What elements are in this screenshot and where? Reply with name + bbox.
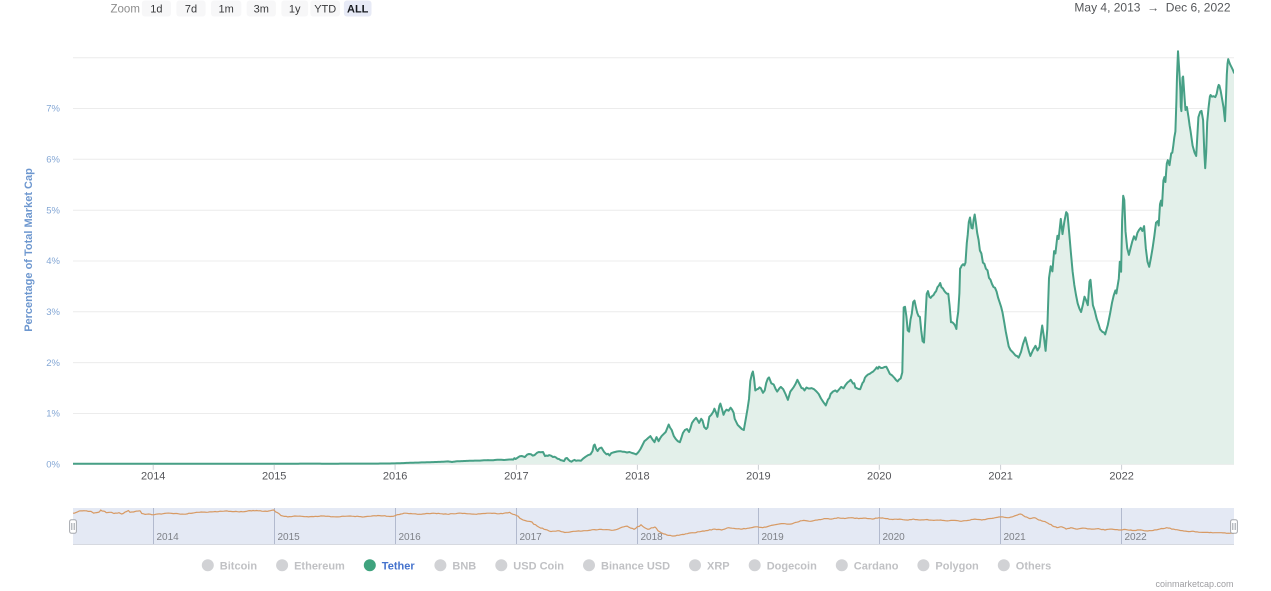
svg-text:USD Coin: USD Coin	[513, 560, 564, 572]
svg-text:2017: 2017	[520, 532, 543, 543]
svg-text:coinmarketcap.com: coinmarketcap.com	[1155, 579, 1233, 589]
svg-text:2018: 2018	[641, 532, 664, 543]
svg-text:2016: 2016	[399, 532, 422, 543]
svg-text:2020: 2020	[883, 532, 906, 543]
svg-text:2014: 2014	[157, 532, 180, 543]
svg-text:0%: 0%	[46, 460, 60, 471]
svg-text:2015: 2015	[278, 532, 301, 543]
svg-text:1y: 1y	[289, 3, 301, 15]
svg-text:6%: 6%	[46, 155, 60, 166]
svg-text:2019: 2019	[762, 532, 785, 543]
svg-text:2018: 2018	[625, 471, 649, 483]
svg-text:2015: 2015	[262, 471, 286, 483]
svg-text:ALL: ALL	[347, 3, 369, 15]
svg-text:2016: 2016	[383, 471, 407, 483]
svg-text:BNB: BNB	[452, 560, 476, 572]
svg-text:1%: 1%	[46, 409, 60, 420]
svg-text:Zoom: Zoom	[111, 3, 140, 15]
svg-text:5%: 5%	[46, 205, 60, 216]
svg-text:3%: 3%	[46, 307, 60, 318]
svg-text:4%: 4%	[46, 256, 60, 267]
svg-text:Ethereum: Ethereum	[294, 560, 345, 572]
svg-text:2017: 2017	[504, 471, 528, 483]
svg-text:Dogecoin: Dogecoin	[767, 560, 817, 572]
svg-text:7%: 7%	[46, 104, 60, 115]
svg-text:2022: 2022	[1109, 471, 1133, 483]
svg-text:Bitcoin: Bitcoin	[220, 560, 258, 572]
svg-text:7d: 7d	[185, 3, 197, 15]
svg-text:2022: 2022	[1125, 532, 1148, 543]
svg-text:YTD: YTD	[314, 3, 336, 15]
svg-text:May 4, 2013 → Dec 6, 2022: May 4, 2013 → Dec 6, 2022	[1074, 1, 1230, 15]
svg-text:Tether: Tether	[382, 560, 416, 572]
svg-text:3m: 3m	[254, 3, 269, 15]
svg-text:Binance USD: Binance USD	[601, 560, 670, 572]
svg-text:2020: 2020	[867, 471, 891, 483]
svg-text:2021: 2021	[1004, 532, 1027, 543]
svg-text:2%: 2%	[46, 358, 60, 369]
svg-text:Others: Others	[1016, 560, 1051, 572]
svg-text:Polygon: Polygon	[935, 560, 979, 572]
svg-text:1d: 1d	[150, 3, 162, 15]
svg-text:XRP: XRP	[707, 560, 730, 572]
svg-text:Cardano: Cardano	[854, 560, 899, 572]
svg-text:Percentage of Total Market Cap: Percentage of Total Market Cap	[23, 168, 35, 332]
svg-text:2019: 2019	[746, 471, 770, 483]
svg-text:2014: 2014	[141, 471, 165, 483]
svg-text:1m: 1m	[219, 3, 234, 15]
svg-text:2021: 2021	[988, 471, 1012, 483]
